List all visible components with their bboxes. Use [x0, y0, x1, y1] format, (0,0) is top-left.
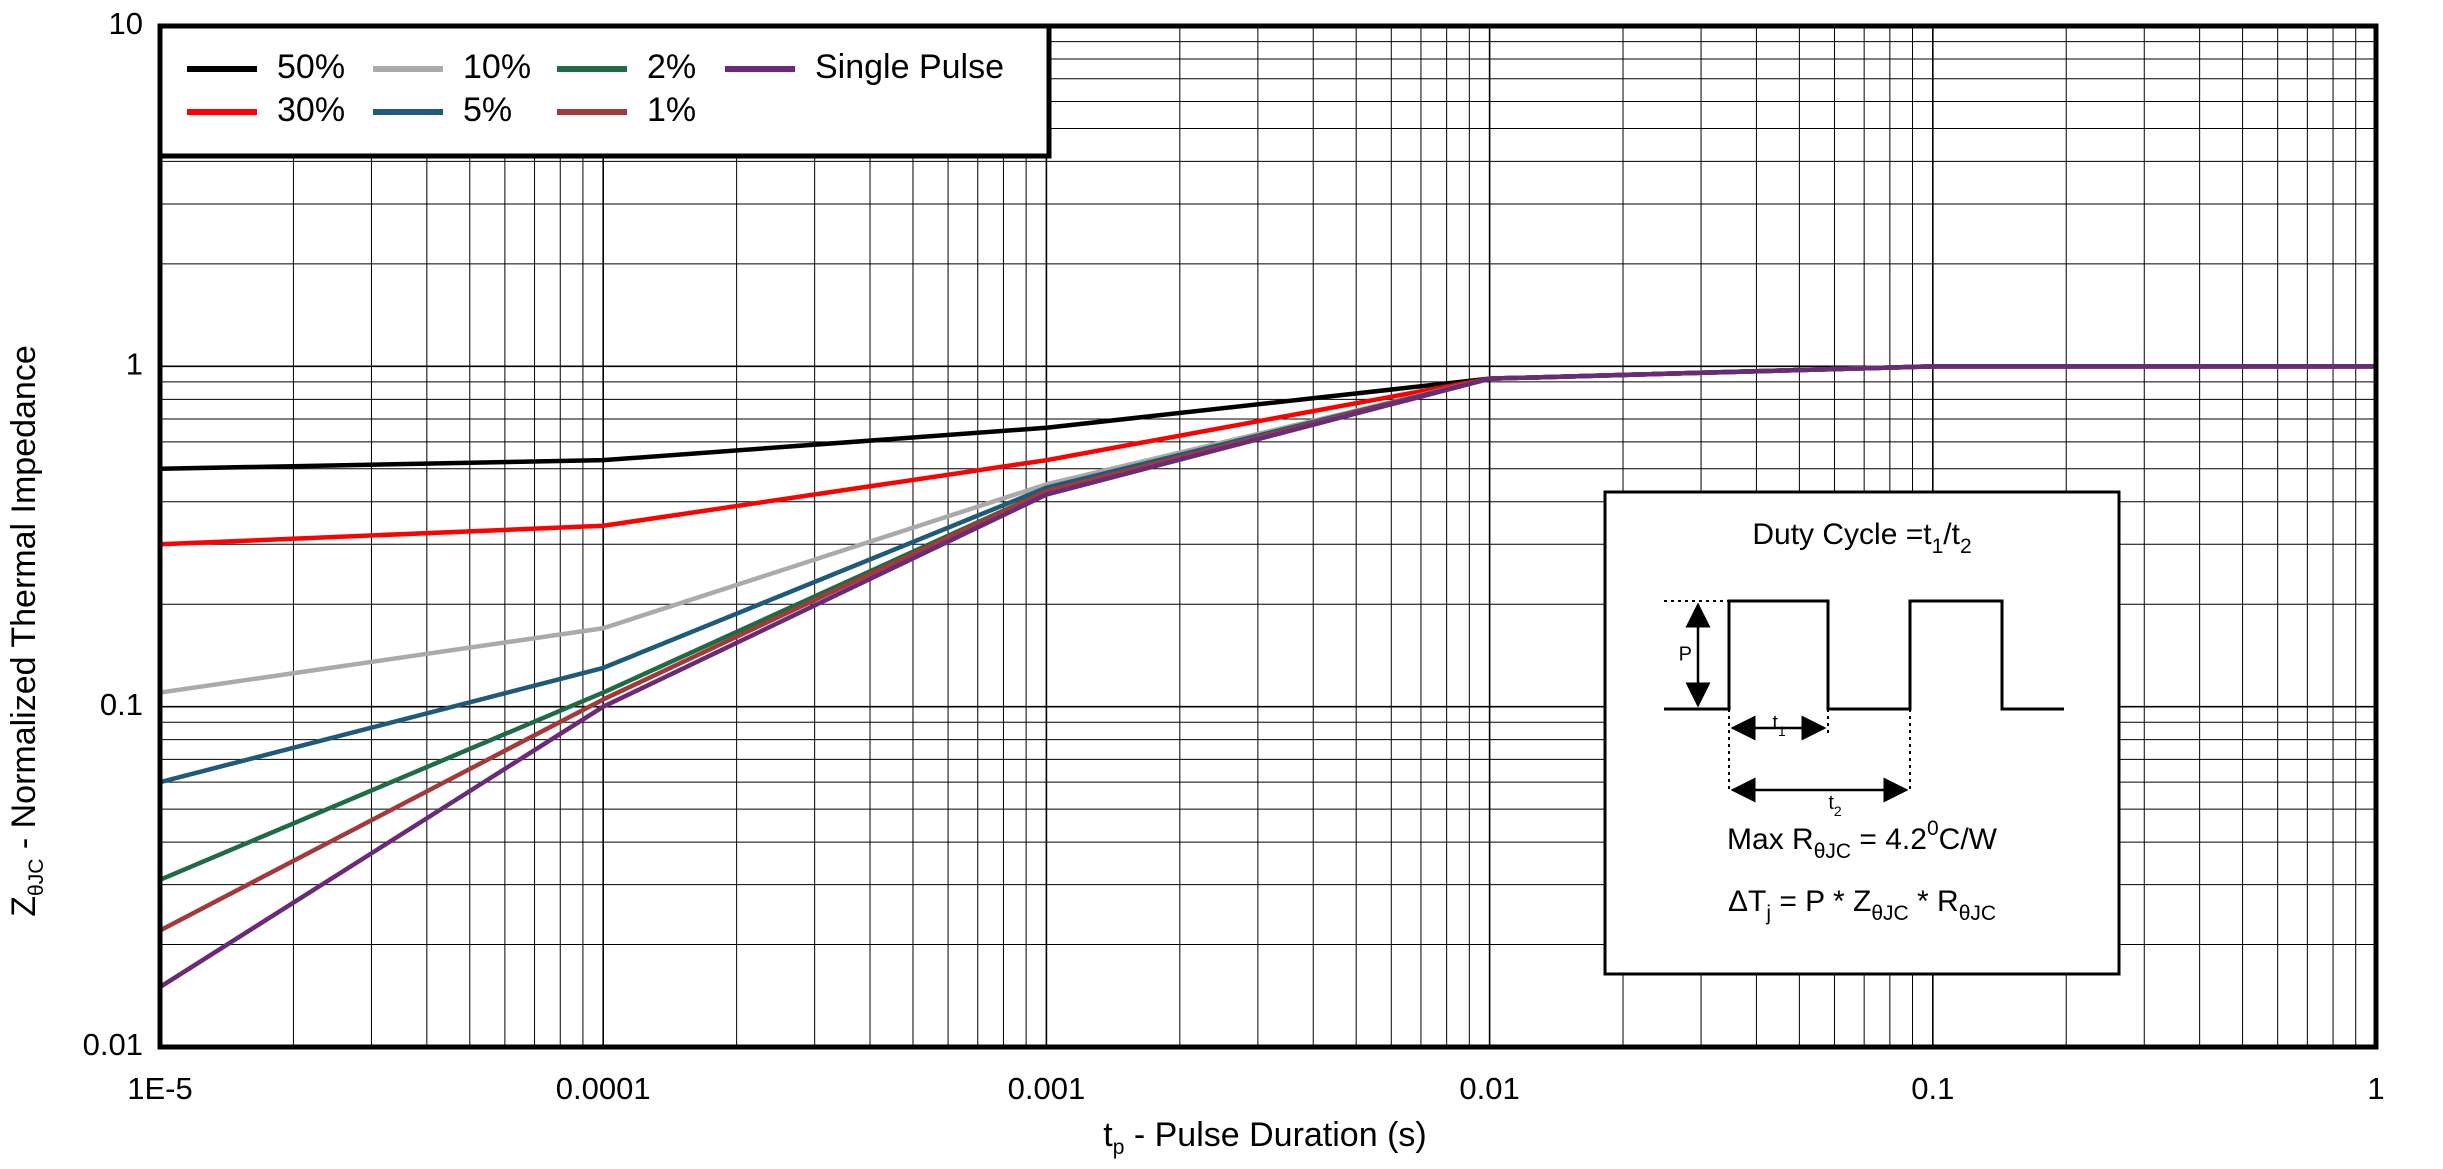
- y-tick-label: 0.1: [100, 687, 143, 722]
- max-r-part: C/W: [1939, 823, 1998, 856]
- p-label: P: [1679, 643, 1692, 665]
- legend-label: 1%: [647, 91, 696, 129]
- legend-label: Single Pulse: [815, 48, 1004, 86]
- delta-t-part: = P * Z: [1771, 885, 1871, 918]
- y-label-part: - Normalized Thermal Impedance: [5, 345, 43, 858]
- legend-label: 5%: [463, 91, 512, 129]
- legend: 50% 30% 10% 5% 2% 1% Single Pulse: [157, 23, 1052, 159]
- max-r: Max RθJC = 4.20C/W: [1727, 817, 1998, 863]
- inset-title: Duty Cycle =t1/t2: [1752, 518, 1971, 558]
- y-tick-label: 1: [126, 347, 143, 382]
- delta-t-part: ΔT: [1728, 885, 1766, 918]
- t1-sub: 1: [1778, 723, 1786, 739]
- inset-title-sub: 2: [1960, 535, 1972, 558]
- max-r-part: Max R: [1727, 823, 1814, 856]
- series-line: [158, 364, 2376, 989]
- x-label-sub: p: [1113, 1136, 1125, 1159]
- waveform: [1664, 599, 2064, 711]
- y-tick-label: 10: [109, 6, 143, 41]
- t2-sub: 2: [1834, 803, 1842, 819]
- max-r-sub: θJC: [1814, 840, 1851, 863]
- delta-t-sub: θJC: [1871, 902, 1908, 925]
- legend-label: 10%: [463, 48, 531, 86]
- plot-frame: [157, 23, 2379, 1050]
- legend-label: 50%: [277, 48, 345, 86]
- y-tick-label: 0.01: [83, 1027, 143, 1062]
- y-label-part: Z: [5, 896, 43, 917]
- legend-label: 2%: [647, 48, 696, 86]
- delta-t-part: * R: [1909, 885, 1959, 918]
- y-label-sub: θJC: [25, 859, 48, 896]
- t1-label: t1: [1772, 712, 1786, 738]
- x-tick-label: 0.0001: [556, 1071, 651, 1106]
- t2-part: t: [1828, 792, 1834, 814]
- x-axis-label: tp - Pulse Duration (s): [1103, 1116, 1426, 1159]
- legend-box: [157, 23, 1052, 159]
- t2-label: t2: [1828, 792, 1842, 818]
- x-tick-label: 0.01: [1459, 1071, 1519, 1106]
- x-tick-label: 0.1: [1911, 1071, 1954, 1106]
- lines: [158, 364, 2376, 989]
- inset-title-part: Duty Cycle =t: [1752, 518, 1932, 551]
- t1-part: t: [1772, 712, 1778, 734]
- delta-t-sub: j: [1765, 902, 1771, 925]
- legend-label: 30%: [277, 91, 345, 129]
- inset-title-sub: 1: [1932, 535, 1944, 558]
- inset: Duty Cycle =t1/t2 P t1 t2 Max RθJC = 4.2…: [1603, 490, 2121, 976]
- inset-box: [1603, 490, 2121, 976]
- inset-title-part: /t: [1943, 518, 1960, 551]
- delta-t-sub: θJC: [1959, 902, 1996, 925]
- x-label-part: - Pulse Duration (s): [1124, 1116, 1426, 1154]
- x-tick-label: 0.001: [1008, 1071, 1086, 1106]
- x-tick-label: 1E-5: [127, 1071, 192, 1106]
- x-tick-label: 1: [2367, 1071, 2384, 1106]
- y-axis-label: ZθJC - Normalized Thermal Impedance: [5, 345, 48, 917]
- max-r-part: = 4.2: [1851, 823, 1927, 856]
- max-r-sup: 0: [1927, 817, 1939, 840]
- x-label-part: t: [1103, 1116, 1113, 1154]
- delta-t: ΔTj = P * ZθJC * RθJC: [1728, 885, 1996, 925]
